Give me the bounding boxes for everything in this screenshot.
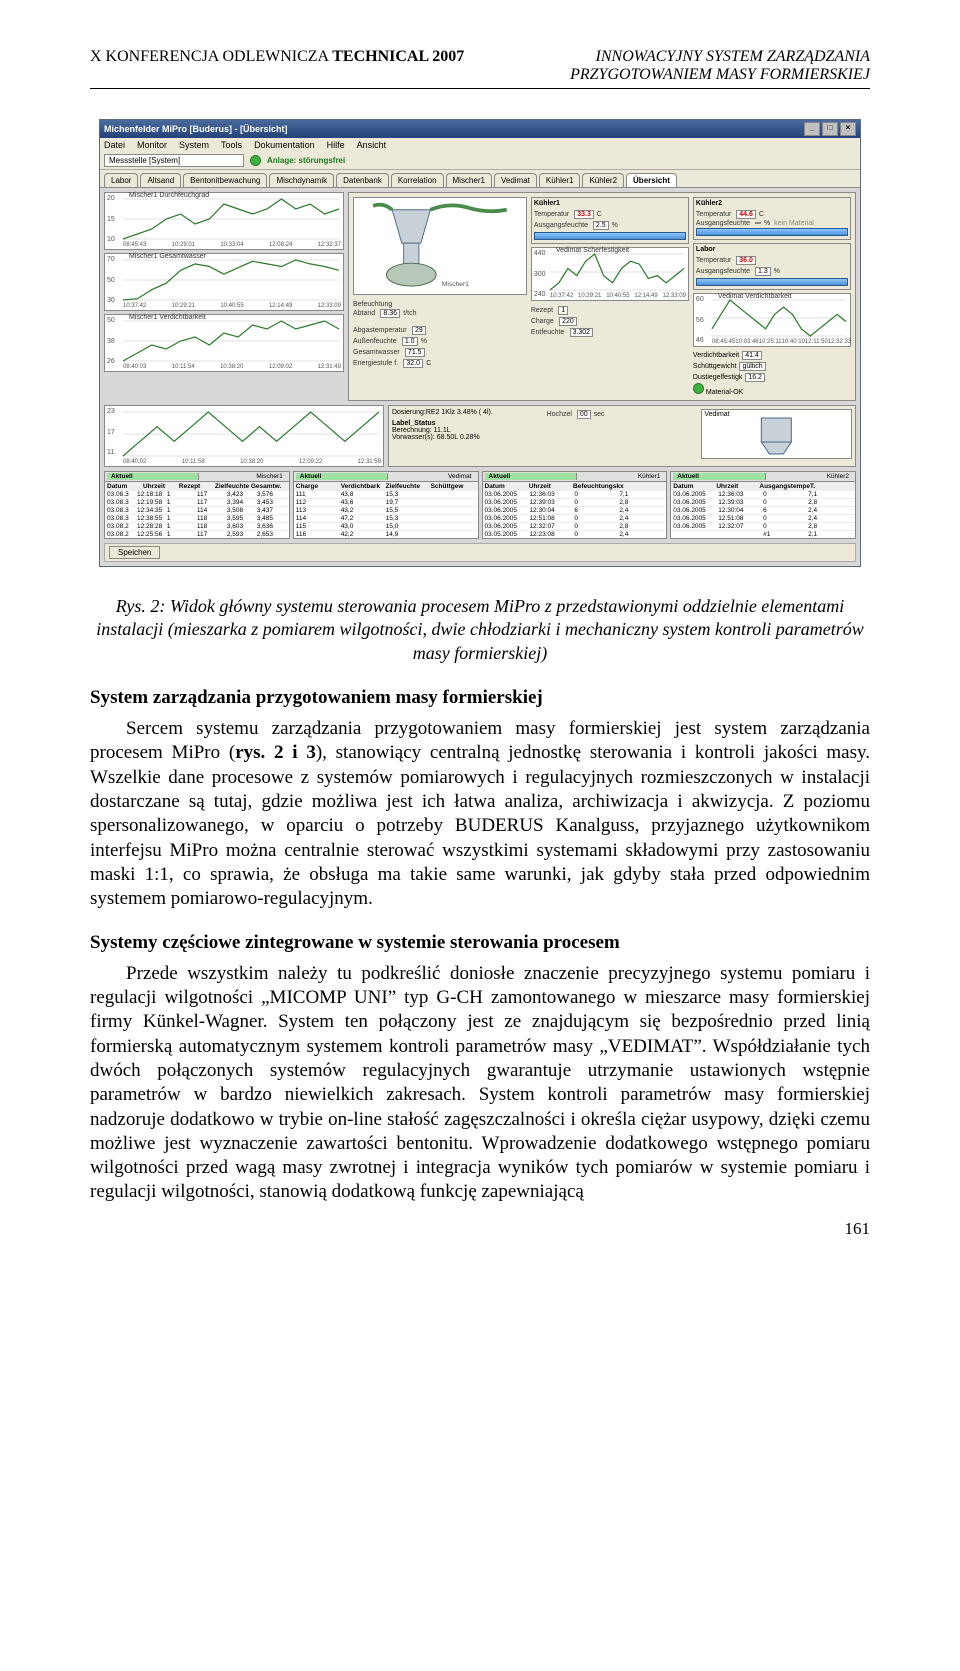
tab-altsand[interactable]: Altsand (140, 173, 181, 187)
tab-uebersicht[interactable]: Übersicht (626, 173, 677, 187)
header-rule (90, 88, 870, 89)
tab-korrelation[interactable]: Korrelation (391, 173, 444, 187)
menu-item[interactable]: Dokumentation (254, 140, 315, 150)
menu-item[interactable]: Ansicht (357, 140, 387, 150)
tab-kuehler2[interactable]: Kühler2 (582, 173, 624, 187)
running-header-left: X KONFERENCJA ODLEWNICZA TECHNICAL 2007 (90, 48, 480, 84)
chart-lower: 23171108:40:0210:11:5810:38:2012:09:2212… (104, 405, 384, 467)
kuehler1-header: Kühler1 (534, 200, 686, 207)
section-body-1: Sercem systemu zarządzania przygotowanie… (90, 717, 870, 912)
dosing-info-panel: Dosierung:RE2 1Klz 3.48% ( 4l). Label_St… (388, 405, 856, 467)
window-titlebar: Michenfelder MiPro [Buderus] - [Übersich… (100, 120, 860, 138)
menu-item[interactable]: Monitor (137, 140, 167, 150)
kuehler1-bar-icon (534, 232, 686, 240)
tab-bentonit[interactable]: Bentonitbewachung (183, 173, 267, 187)
berechnung: Berechnung: 11.1L (392, 427, 543, 434)
chart-verdichtbarkeit: 50382608:40:0310:11:5410:38:2012:09:0212… (104, 314, 344, 372)
menu-item[interactable]: Hilfe (327, 140, 345, 150)
status-dot-icon (250, 155, 261, 166)
labor-header: Labor (696, 246, 848, 253)
page-number: 161 (90, 1219, 870, 1239)
process-overview-panel: Mischer1 Befeuchtung Abtand 8.36 t/tch A… (348, 192, 856, 401)
label-abtand: Abtand (353, 310, 375, 317)
figure-screenshot: Michenfelder MiPro [Buderus] - [Übersich… (99, 119, 861, 567)
running-header-right: INNOWACYJNY SYSTEM ZARZĄDZANIA PRZYGOTOW… (480, 48, 870, 84)
tab-vedimat[interactable]: Vedimat (494, 173, 537, 187)
chart-durchfeuchgrad: 20151008:45:4310:29:0110:33:0412:08:2412… (104, 192, 344, 250)
station-dropdown[interactable]: Messstelle [System] (104, 154, 244, 167)
menu-item[interactable]: System (179, 140, 209, 150)
tab-strip: Labor Altsand Bentonitbewachung Mischdyn… (100, 170, 860, 188)
menu-item[interactable]: Datei (104, 140, 125, 150)
vorwasser: Vorwasser(s): 68.50L 0.28% (392, 434, 543, 441)
status-row: Dustiegelfestigk 16.2 (693, 372, 851, 383)
chart-verdichtbarkeit-2: 60564608:45:4510:03:4610:25:1110:40:1012… (693, 293, 851, 347)
tab-datenbank[interactable]: Datenbank (336, 173, 389, 187)
status-text: Anlage: störungsfrei (267, 156, 345, 165)
left-chart-stack: 20151008:45:4310:29:0110:33:0412:08:2412… (104, 192, 344, 401)
kuehler1-temp: 33.3 (574, 210, 594, 219)
section-heading-2: Systemy częściowe zintegrowane w systemi… (90, 932, 870, 954)
labor-bar-icon (696, 278, 848, 286)
tab-kuehler1[interactable]: Kühler1 (539, 173, 581, 187)
header-right-line2: PRZYGOTOWANIEM MASY FORMIERSKIEJ (570, 66, 870, 83)
figure-caption: Rys. 2: Widok główny systemu sterowania … (90, 595, 870, 665)
status-row: Verdichtbarkeit 41.4 (693, 350, 851, 361)
tab-labor[interactable]: Labor (104, 173, 138, 187)
table-mischer1: AktuellMischer1DatumUhrzeitRezeptZielfeu… (104, 471, 290, 539)
section-heading-1: System zarządzania przygotowaniem masy f… (90, 687, 870, 709)
kuehler2-temp: 44.6 (736, 210, 756, 219)
table-kuehler1: AktuellKühler1DatumUhrzeitBefeuchtungskx… (482, 471, 668, 539)
menu-item[interactable]: Tools (221, 140, 242, 150)
window-title: Michenfelder MiPro [Buderus] - [Übersich… (104, 124, 288, 134)
close-icon[interactable]: × (840, 122, 856, 136)
toolbar: Messstelle [System] Anlage: störungsfrei (100, 152, 860, 170)
value-abtand: 8.36 (380, 309, 400, 318)
vedimat-diagram: Vedimat (701, 409, 852, 459)
status-ok-label: Material-OK (706, 389, 743, 396)
status-row: Schüttgewicht gültich (693, 361, 851, 372)
tab-mischer1[interactable]: Mischer1 (446, 173, 492, 187)
status-ok-icon (693, 383, 704, 394)
label-status: Label_Status (392, 420, 543, 427)
svg-text:Mischer1: Mischer1 (442, 281, 469, 288)
header-right-line1: INNOWACYJNY SYSTEM ZARZĄDZANIA (596, 48, 870, 65)
maximize-icon[interactable]: □ (822, 122, 838, 136)
table-vedimat: AktuellVedimatChargeVerdichtbarkZielfeuc… (293, 471, 479, 539)
kuehler2-bar-icon (696, 228, 848, 236)
table-kuehler2: AktuellKühler2DatumUhrzeitAusgangstempeT… (670, 471, 856, 539)
chart-gesamtwasser: 70503010:37:4210:29:2110:40:5512:14:4912… (104, 253, 344, 311)
dosing-line: Dosierung:RE2 1Klz 3.48% ( 4l). (392, 409, 543, 416)
save-button[interactable]: Speichen (109, 546, 160, 559)
mixer-diagram: Mischer1 (353, 197, 527, 295)
menu-bar: Datei Monitor System Tools Dokumentation… (100, 138, 860, 152)
section-body-2: Przede wszystkim należy tu podkreślić do… (90, 962, 870, 1205)
kuehler2-header: Kühler2 (696, 200, 848, 207)
data-tables: AktuellMischer1DatumUhrzeitRezeptZielfeu… (104, 471, 856, 539)
label-befeuchtung: Befeuchtung (353, 301, 392, 308)
tab-mischdynamik[interactable]: Mischdynamik (269, 173, 334, 187)
chart-scherfestigkeit: 44030024010:37:4210:29:2110:40:5512:14:4… (531, 247, 689, 301)
minimize-icon[interactable]: _ (804, 122, 820, 136)
